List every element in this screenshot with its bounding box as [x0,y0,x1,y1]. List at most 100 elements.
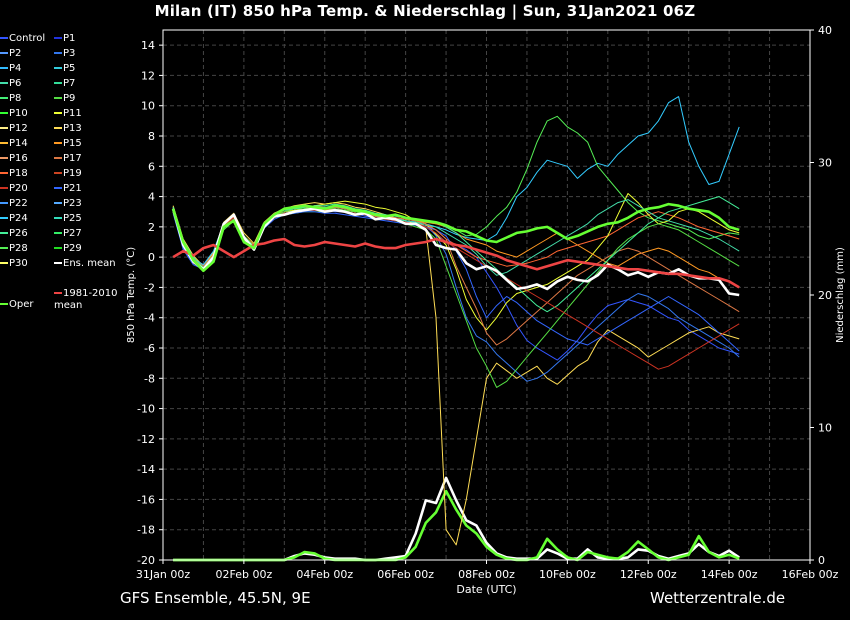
temp-series-p18 [172,205,740,269]
legend-swatch [54,202,62,204]
legend-swatch [0,37,8,39]
legend-item: P30 [0,258,28,270]
tick-label-right: 30 [818,157,832,170]
legend-swatch [54,157,62,159]
legend-swatch [54,82,62,84]
legend-label: P16 [9,153,28,164]
legend-swatch [54,37,62,39]
legend-swatch [0,112,8,114]
legend-label: P8 [9,93,22,104]
legend-label: 1981-2010 mean [54,288,118,311]
legend-item: 1981-2010 mean [54,288,118,312]
tick-label-right: 20 [818,289,832,302]
legend-label: P1 [63,33,76,44]
legend-label: P14 [9,138,28,149]
legend-label: P26 [9,228,28,239]
tick-label-right: 0 [818,554,825,567]
tick-label-left: 0 [148,251,155,264]
legend-item: P23 [54,198,82,210]
tick-label-left: 4 [148,191,155,204]
legend-label: P29 [63,243,82,254]
legend-swatch [0,52,8,54]
legend-label: P9 [63,93,76,104]
legend-swatch [54,292,62,294]
legend-swatch [54,97,62,99]
tick-label-left: -8 [144,372,155,385]
legend-label: P11 [63,108,82,119]
x-axis-label: Date (UTC) [456,583,516,596]
legend-swatch [54,232,62,234]
legend-swatch [0,217,8,219]
legend-item: P24 [0,213,28,225]
tick-label-left: 14 [141,39,155,52]
legend-item: P3 [54,48,75,60]
tick-label-x: 06Feb 00z [377,568,434,581]
legend-item: P28 [0,243,28,255]
legend-swatch [54,187,62,189]
legend-label: Control [9,33,46,44]
tick-label-x: 08Feb 00z [458,568,515,581]
legend-label: P3 [63,48,76,59]
legend-swatch [0,247,8,249]
legend-item: P1 [54,33,75,45]
legend-swatch [0,127,8,129]
tick-label-left: -6 [144,342,155,355]
legend-swatch [54,112,62,114]
legend-label: P28 [9,243,28,254]
precip-series-ens-mean [173,476,740,562]
legend-label: P15 [63,138,82,149]
legend-item: P15 [54,138,82,150]
legend-item: P7 [54,78,75,90]
legend-swatch [0,232,8,234]
legend-item: Control [0,33,45,45]
legend-label: P23 [63,198,82,209]
legend-label: P2 [9,48,22,59]
footer-site-name: Wetterzentrale.de [650,589,786,607]
legend-swatch [54,172,62,174]
tick-label-x: 10Feb 00z [539,568,596,581]
legend-item: P22 [0,198,28,210]
temp-series-p24 [172,96,740,266]
tick-label-x: 04Feb 00z [296,568,353,581]
legend-swatch [54,67,62,69]
temp-series-p28 [172,115,740,272]
temp-series-p13 [172,202,740,546]
legend-item: P19 [54,168,82,180]
footer-model-info: GFS Ensemble, 45.5N, 9E [120,589,311,607]
legend-swatch [54,217,62,219]
legend-item: P16 [0,153,28,165]
y-axis-label-right: Niederschlag (mm) [835,247,846,343]
tick-label-x: 12Feb 00z [620,568,677,581]
tick-label-right: 10 [818,422,832,435]
temp-series-p20 [172,209,740,370]
legend-label: P19 [63,168,82,179]
tick-label-left: -16 [137,493,155,506]
tick-label-left: -10 [137,403,155,416]
legend-swatch [0,67,8,69]
legend-label: Ens. mean [63,258,116,269]
legend-item: P10 [0,108,28,120]
tick-label-left: 2 [148,221,155,234]
tick-label-left: -12 [137,433,155,446]
temp-series-p17 [172,206,740,346]
chart-title: Milan (IT) 850 hPa Temp. & Niederschlag … [154,2,696,20]
legend-swatch [0,157,8,159]
legend-item: P8 [0,93,21,105]
legend-item: P26 [0,228,28,240]
legend-swatch [0,303,8,305]
tick-label-left: 12 [141,69,155,82]
legend-item: P5 [54,63,75,75]
tick-label-left: -18 [137,524,155,537]
temp-series-oper [171,202,740,273]
chart-series [171,96,740,562]
legend-item: P21 [54,183,82,195]
legend-swatch [0,187,8,189]
chart-grid [162,30,811,561]
legend-label: P30 [9,258,28,269]
temp-series-p3 [172,206,740,382]
temp-series-1981-2010-mean [172,237,740,289]
legend-label: P7 [63,78,76,89]
legend-swatch [0,202,8,204]
legend-label: P18 [9,168,28,179]
temp-series-p6 [172,199,740,276]
